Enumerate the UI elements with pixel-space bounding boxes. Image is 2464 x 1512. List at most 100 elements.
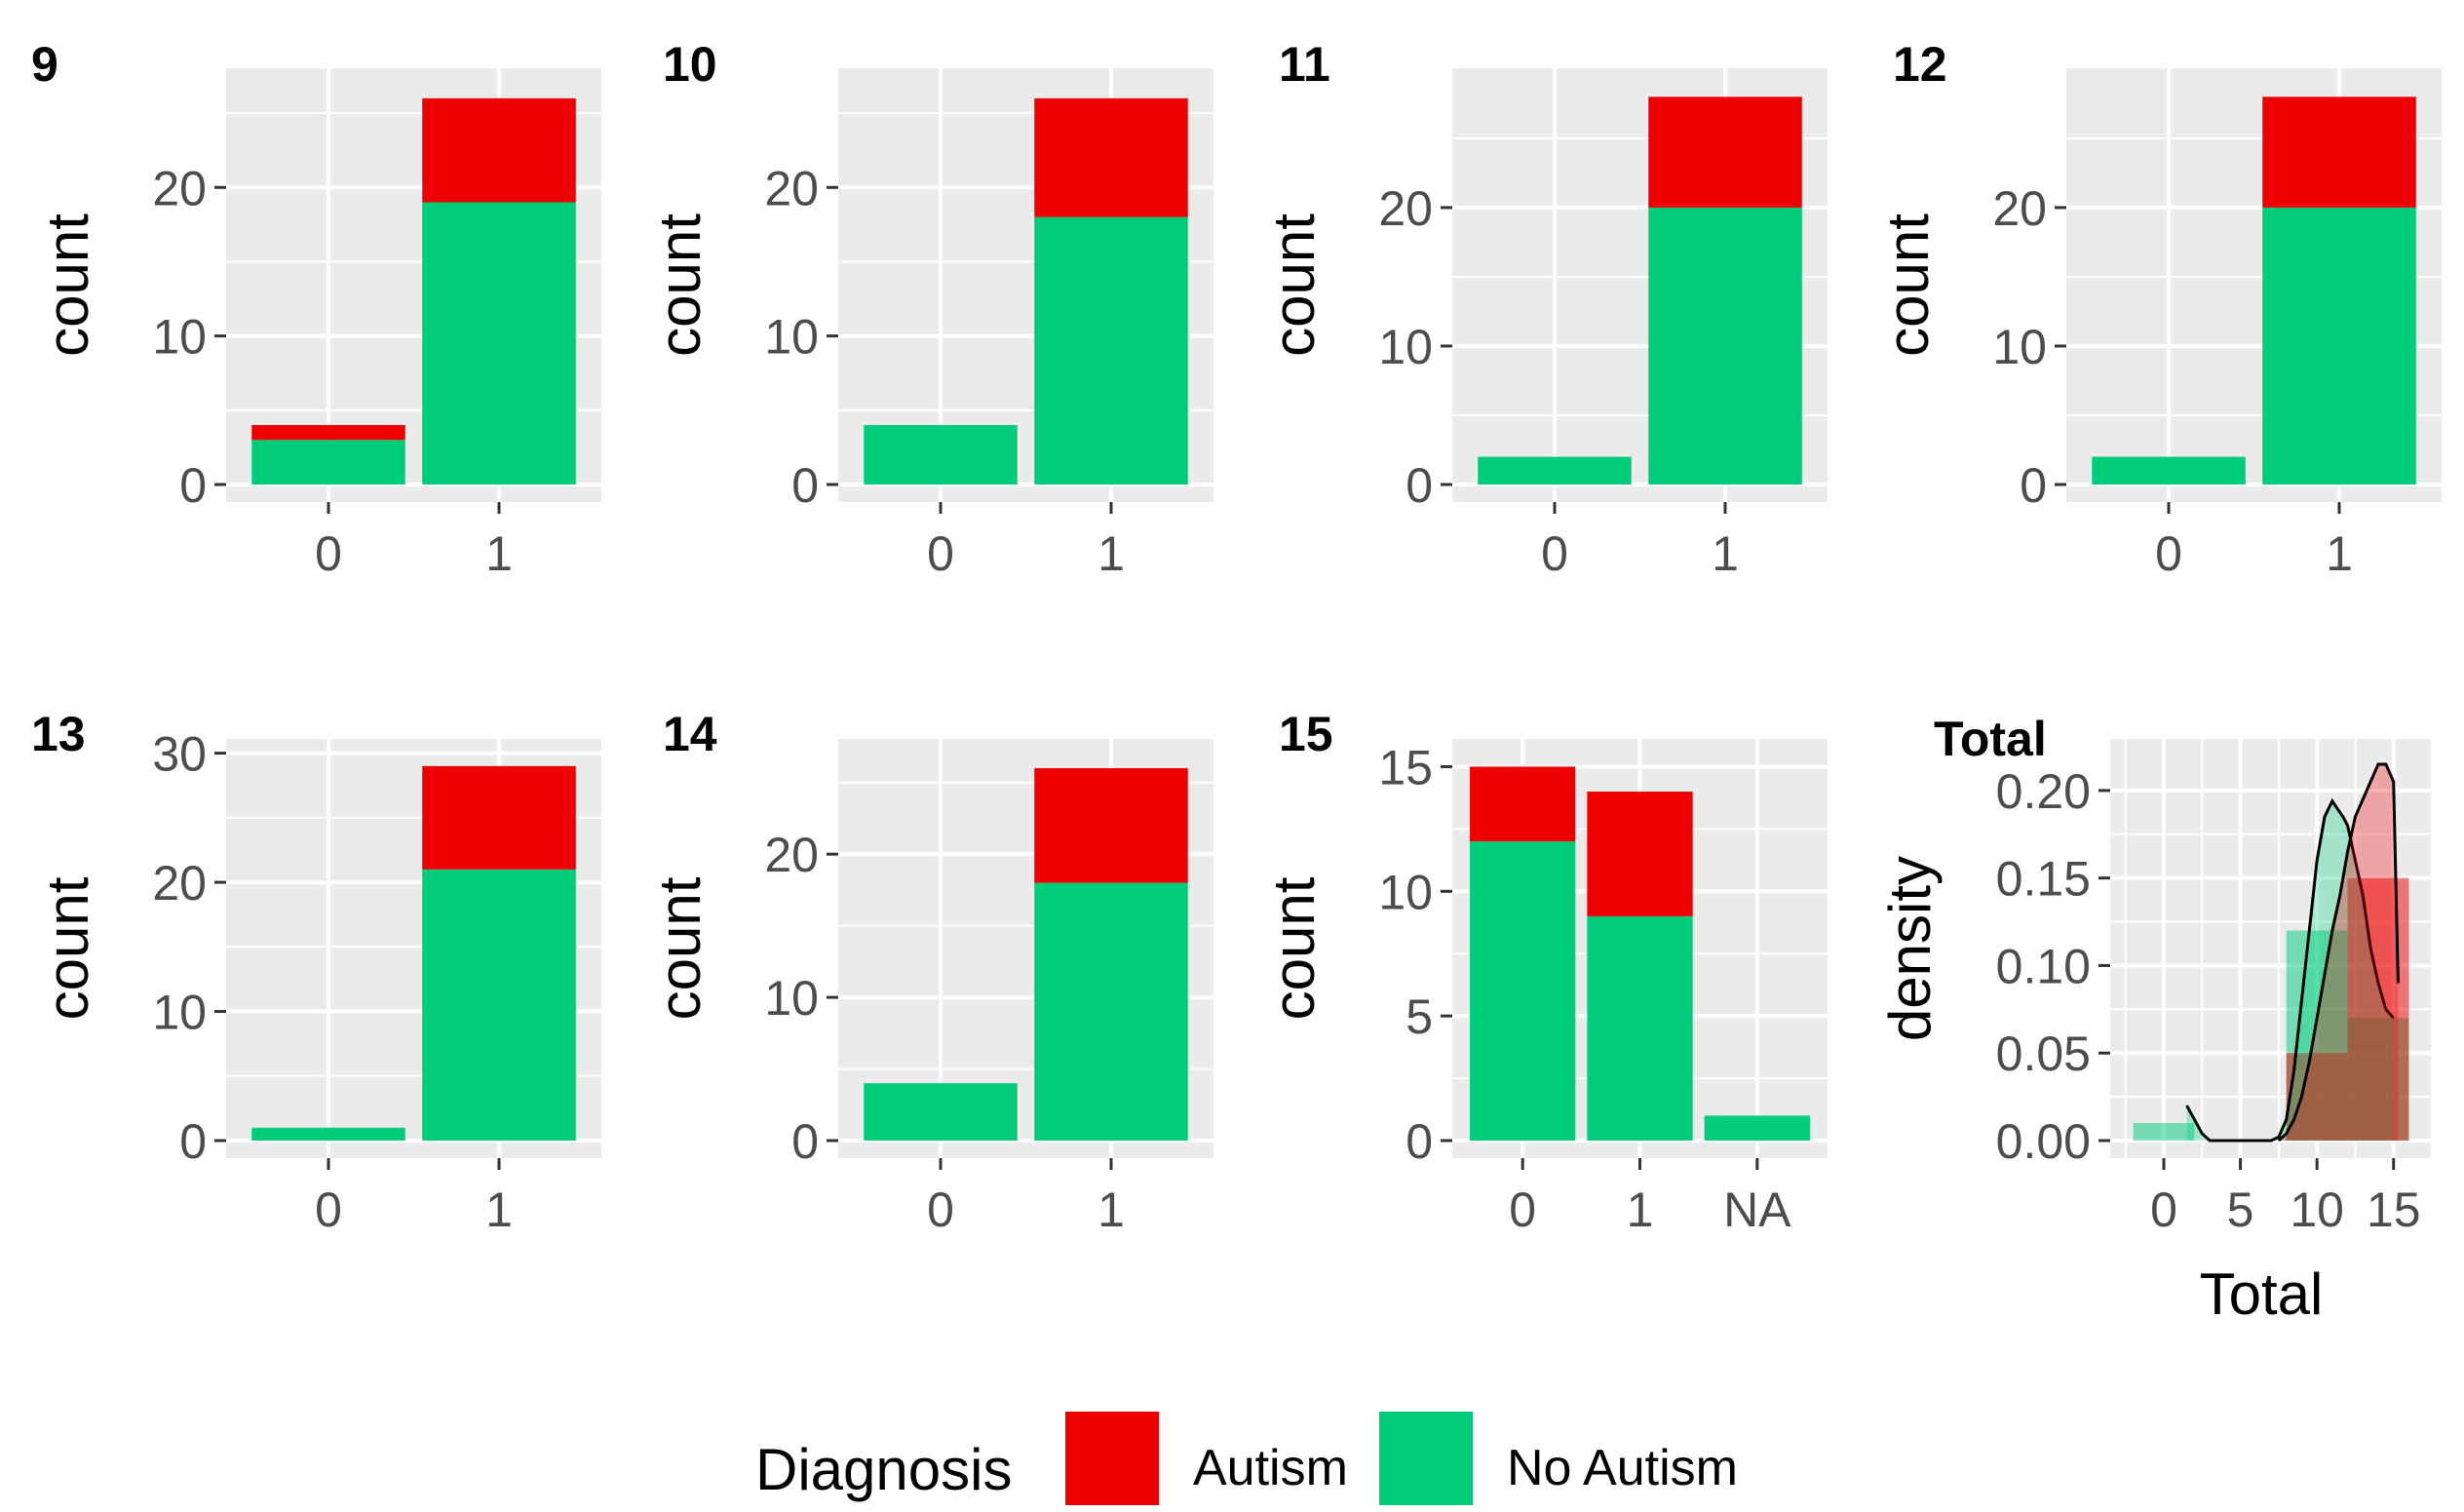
- y-tick-label: 0.20: [1996, 764, 2091, 819]
- x-tick-label: 0: [315, 526, 342, 581]
- y-tick-label: 20: [764, 161, 819, 215]
- y-axis-title: count: [647, 213, 712, 357]
- density-line-autism: [2277, 762, 2400, 1143]
- bar-no-autism: [864, 1083, 1018, 1141]
- y-tick-label: 0.10: [1996, 939, 2091, 993]
- panel-15: 15 0 1 NA 0 5 10 15 count: [1261, 707, 1828, 1237]
- bar-no-autism: [1648, 207, 1802, 485]
- y-axis-title: density: [1877, 856, 1943, 1041]
- y-axis-title: count: [1261, 213, 1327, 357]
- y-tick-label: 0: [179, 458, 207, 513]
- legend-key-no-autism: [1379, 1412, 1473, 1505]
- y-tick-label: 30: [152, 727, 207, 782]
- y-tick-label: 20: [764, 828, 819, 882]
- y-axis-title: count: [35, 213, 100, 357]
- y-tick-label: 20: [1992, 181, 2047, 236]
- x-tick-label: 0: [927, 1182, 954, 1237]
- x-tick-label: 0: [927, 526, 954, 581]
- x-tick-label: 1: [1097, 526, 1125, 581]
- y-tick-label: 10: [152, 986, 207, 1040]
- y-axis-title: count: [1875, 213, 1941, 357]
- y-tick-label: 10: [1378, 320, 1433, 374]
- bar-autism: [1034, 97, 1188, 217]
- legend: Diagnosis Autism No Autism: [755, 1412, 1738, 1505]
- histogram-bin-autism: [2347, 877, 2409, 1141]
- bar-no-autism: [864, 425, 1018, 485]
- y-axis-title: count: [35, 876, 100, 1020]
- x-tick-label: 0: [1509, 1182, 1536, 1237]
- bar-no-autism: [2262, 207, 2416, 485]
- x-tick-label: 0: [2155, 526, 2182, 581]
- y-tick-label: 0.00: [1996, 1114, 2091, 1169]
- y-tick-label: 0: [2020, 458, 2047, 513]
- bar-no-autism: [1587, 915, 1693, 1141]
- histogram-bin-no-autism: [2133, 1123, 2195, 1141]
- y-tick-label: 0: [791, 458, 819, 513]
- bar-no-autism: [1478, 456, 1632, 485]
- x-tick-label: NA: [1723, 1182, 1791, 1237]
- bar-autism: [1648, 97, 1802, 208]
- x-tick-label: 1: [1627, 1182, 1654, 1237]
- y-tick-label: 0.05: [1996, 1027, 2091, 1081]
- x-tick-label: 15: [2367, 1182, 2421, 1237]
- y-axis-title: count: [647, 876, 712, 1020]
- y-tick-label: 5: [1405, 989, 1433, 1044]
- y-tick-label: 10: [1992, 320, 2047, 374]
- y-tick-label: 10: [1378, 865, 1433, 919]
- y-tick-label: 20: [1378, 181, 1433, 236]
- panel-title: 11: [1279, 37, 1330, 92]
- x-tick-label: 10: [2290, 1182, 2344, 1237]
- bar-no-autism: [1470, 841, 1576, 1141]
- bar-no-autism: [1704, 1115, 1810, 1141]
- y-tick-label: 20: [152, 161, 207, 215]
- y-tick-label: 0: [1405, 1114, 1433, 1169]
- panel-title: 13: [31, 707, 86, 761]
- bar-no-autism: [1034, 216, 1188, 485]
- y-tick-label: 0: [791, 1114, 819, 1169]
- y-tick-label: 20: [152, 856, 207, 911]
- legend-title: Diagnosis: [755, 1437, 1012, 1502]
- panel-title: 14: [663, 707, 717, 761]
- density-line-no-autism: [2185, 797, 2395, 1143]
- bar-autism: [1034, 768, 1188, 883]
- panel-title: 10: [663, 37, 717, 92]
- legend-key-autism: [1065, 1412, 1159, 1505]
- y-tick-label: 10: [152, 310, 207, 365]
- x-tick-label: 5: [2227, 1182, 2254, 1237]
- x-tick-label: 0: [2150, 1182, 2177, 1237]
- x-tick-label: 0: [1541, 526, 1568, 581]
- bar-no-autism: [1034, 882, 1188, 1141]
- legend-label-autism: Autism: [1193, 1440, 1348, 1496]
- x-tick-label: 1: [485, 1182, 513, 1237]
- bar-no-autism: [422, 869, 576, 1141]
- x-tick-label: 0: [315, 1182, 342, 1237]
- histogram-bin-autism: [2286, 1053, 2348, 1141]
- panel-title: 12: [1893, 37, 1947, 92]
- y-tick-label: 10: [764, 310, 819, 365]
- bar-autism: [251, 425, 405, 441]
- bar-autism: [422, 97, 576, 203]
- x-tick-label: 1: [2326, 526, 2353, 581]
- bar-autism: [1587, 792, 1693, 916]
- y-axis-title: count: [1261, 876, 1327, 1020]
- legend-label-no-autism: No Autism: [1507, 1440, 1738, 1496]
- bar-autism: [2262, 97, 2416, 208]
- y-tick-label: 15: [1378, 740, 1433, 795]
- y-tick-label: 0: [179, 1114, 207, 1169]
- x-tick-label: 1: [1712, 526, 1739, 581]
- panel-title: Total: [1934, 712, 2047, 766]
- bar-no-autism: [2092, 456, 2246, 485]
- x-tick-label: 1: [1097, 1182, 1125, 1237]
- bar-autism: [422, 765, 576, 870]
- panel-title: 15: [1279, 707, 1333, 761]
- y-tick-label: 10: [764, 971, 819, 1026]
- y-tick-label: 0: [1405, 458, 1433, 513]
- x-axis-title: Total: [2200, 1261, 2324, 1327]
